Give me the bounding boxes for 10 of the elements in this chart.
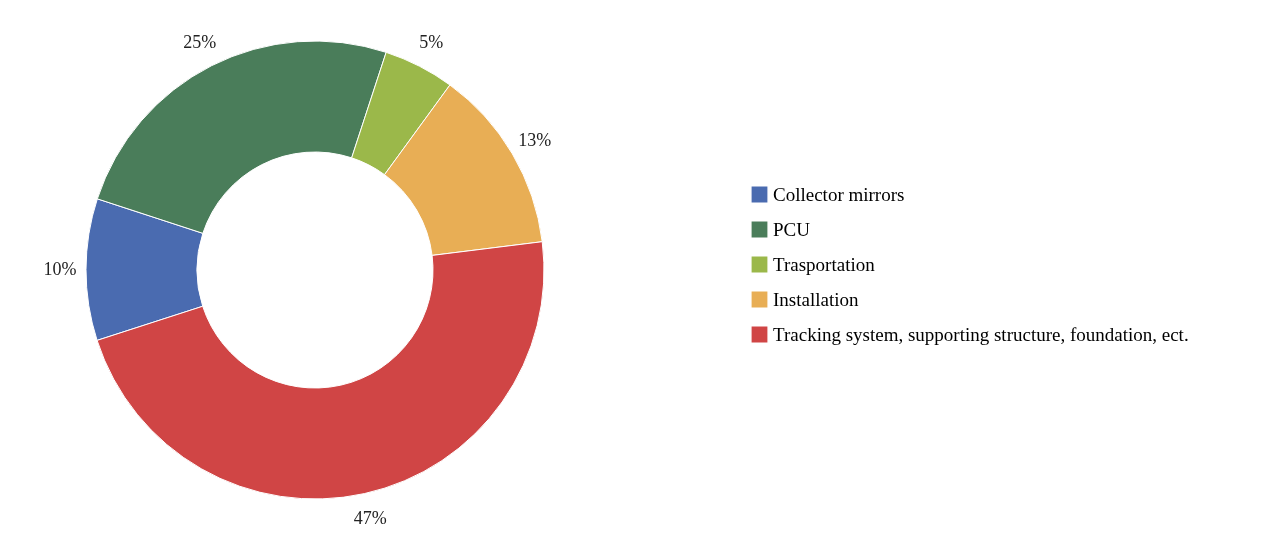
data-label: 47% bbox=[353, 507, 387, 528]
legend-label: Collector mirrors bbox=[773, 183, 905, 205]
legend-label: Trasportation bbox=[773, 253, 876, 275]
legend-label: Installation bbox=[773, 288, 859, 310]
legend-label: PCU bbox=[773, 218, 811, 240]
data-label: 13% bbox=[518, 129, 552, 150]
data-label: 5% bbox=[419, 32, 444, 52]
data-label: 10% bbox=[43, 258, 77, 279]
data-label: 25% bbox=[183, 31, 217, 52]
legend-label: Tracking system, supporting structure, foundation, ect. bbox=[773, 323, 1189, 345]
